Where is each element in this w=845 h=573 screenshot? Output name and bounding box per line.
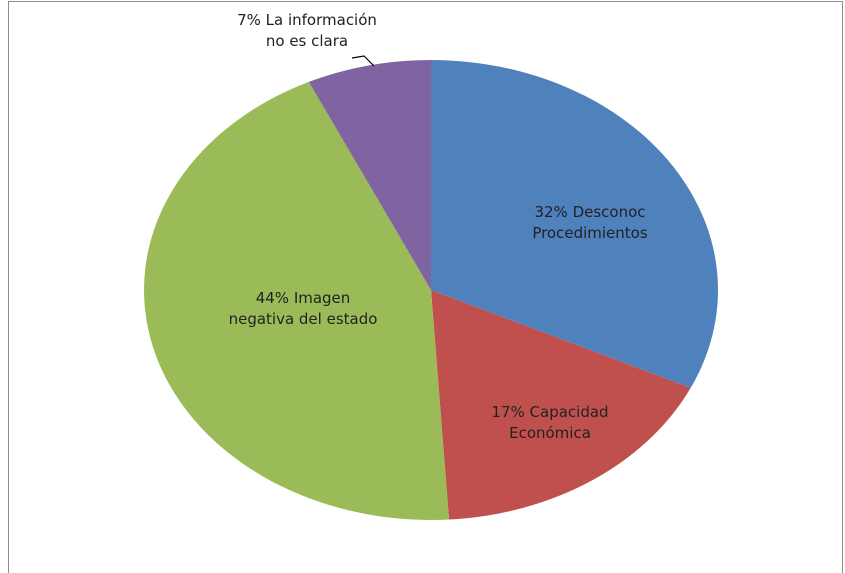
pie-slice [144, 81, 450, 521]
leader-line [351, 55, 375, 67]
slice-category-label: Imagen negativa del estado [228, 289, 378, 328]
slice-label: 44% Imagen negativa del estado [228, 288, 378, 330]
pie-slice [431, 290, 691, 520]
chart-frame [8, 1, 843, 573]
slice-label: 17% Capacidad Económica [470, 402, 630, 444]
slice-value-label: 7% [237, 11, 261, 29]
pie-slice [308, 60, 431, 290]
slice-category-label: La información no es clara [265, 11, 377, 50]
slice-value-label: 44% [255, 289, 290, 307]
pie-slice [431, 60, 718, 388]
slice-value-label: 32% [534, 203, 568, 221]
slice-value-label: 17% [491, 403, 525, 421]
slice-category-label: Capacidad Económica [509, 403, 609, 442]
slice-label: 7% La información no es clara [232, 10, 382, 52]
slice-label: 32% Desconoc Procedimientos [510, 202, 670, 244]
slice-category-label: Desconoc Procedimientos [532, 203, 648, 242]
